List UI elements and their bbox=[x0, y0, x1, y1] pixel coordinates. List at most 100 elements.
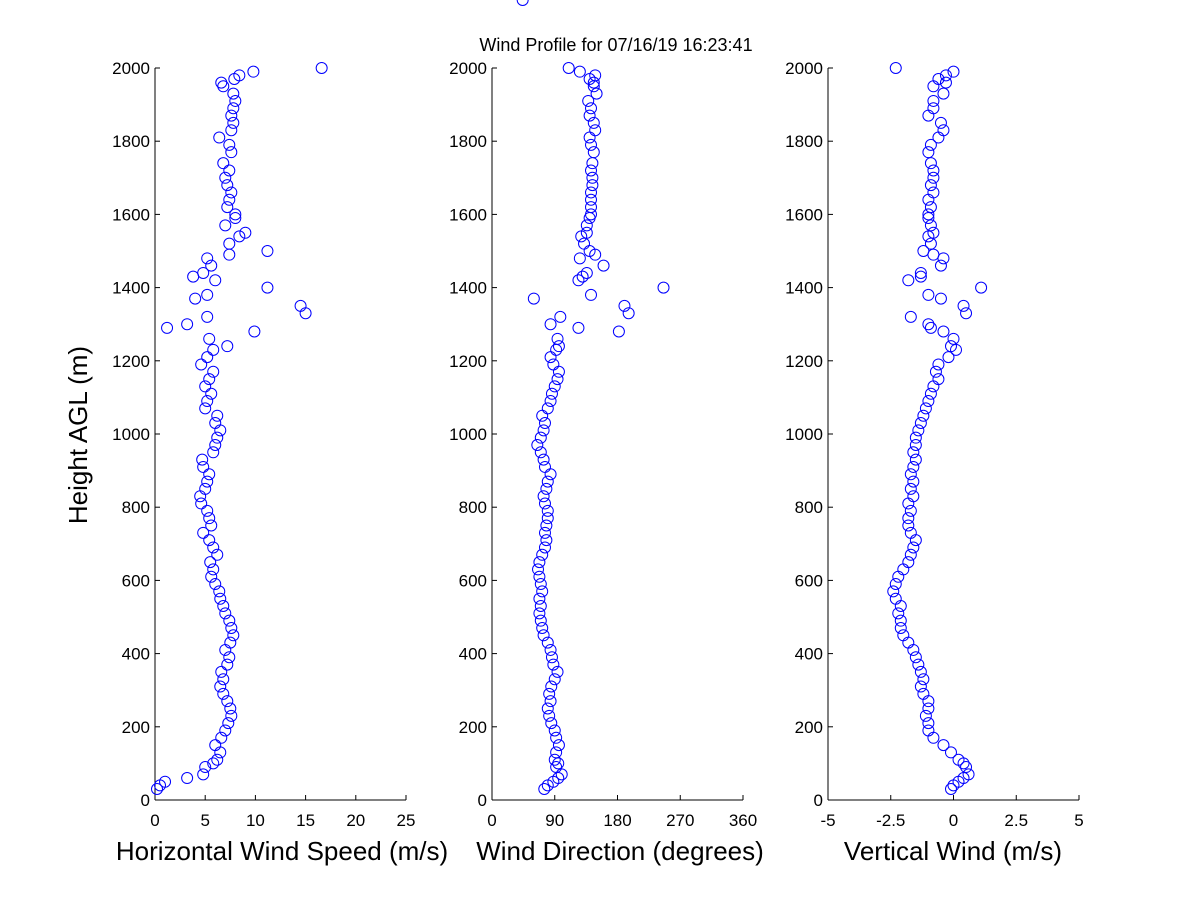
direction-data-point bbox=[538, 417, 551, 430]
speed-data-point bbox=[227, 629, 240, 642]
direction-data-point bbox=[533, 570, 546, 583]
vertical-data-point bbox=[932, 373, 945, 386]
direction-y-tick-label: 800 bbox=[459, 498, 487, 517]
vertical-data-point bbox=[914, 680, 927, 693]
speed-data-point bbox=[205, 570, 218, 583]
speed-data-point bbox=[217, 157, 230, 170]
direction-x-tick-label: 360 bbox=[729, 811, 757, 830]
direction-data-point bbox=[580, 219, 593, 232]
speed-data-point bbox=[214, 680, 227, 693]
vertical-x-tick-label: -5 bbox=[820, 811, 835, 830]
speed-data-point bbox=[203, 468, 216, 481]
speed-x-tick-label: 0 bbox=[150, 811, 159, 830]
speed-data-point bbox=[221, 201, 234, 214]
vertical-x-axis-title: Vertical Wind (m/s) bbox=[844, 836, 1062, 866]
direction-x-tick-label: 90 bbox=[545, 811, 564, 830]
speed-data-point bbox=[227, 116, 240, 129]
direction-y-tick-label: 1400 bbox=[449, 279, 487, 298]
vertical-data-point bbox=[922, 395, 935, 408]
direction-data-point bbox=[597, 259, 610, 272]
vertical-data-point bbox=[939, 76, 952, 89]
speed-data-point bbox=[209, 274, 222, 287]
vertical-data-point bbox=[960, 761, 973, 774]
vertical-data-point bbox=[927, 171, 940, 184]
direction-data-point bbox=[541, 702, 554, 715]
vertical-data-point bbox=[924, 138, 937, 151]
vertical-data-point bbox=[902, 512, 915, 525]
vertical-data-point bbox=[937, 124, 950, 137]
vertical-data-point bbox=[909, 453, 922, 466]
speed-data-point bbox=[215, 76, 228, 89]
direction-data-point bbox=[534, 578, 547, 591]
speed-data-point bbox=[197, 768, 210, 781]
direction-data-point bbox=[580, 266, 593, 279]
direction-data-point bbox=[541, 636, 554, 649]
speed-data-point bbox=[201, 475, 214, 488]
vertical-data-point bbox=[924, 157, 937, 170]
direction-x-axis-title: Wind Direction (degrees) bbox=[476, 836, 764, 866]
speed-data-point bbox=[225, 709, 238, 722]
speed-y-tick-label: 800 bbox=[122, 498, 150, 517]
direction-data-point bbox=[544, 395, 557, 408]
speed-y-tick-label: 1800 bbox=[112, 132, 150, 151]
direction-y-tick-label: 1800 bbox=[449, 132, 487, 151]
direction-data-point bbox=[585, 186, 598, 199]
vertical-data-point bbox=[924, 219, 937, 232]
speed-x-tick-label: 25 bbox=[397, 811, 416, 830]
vertical-y-tick-label: 0 bbox=[814, 791, 823, 810]
vertical-data-point bbox=[944, 340, 957, 353]
direction-data-point bbox=[585, 193, 598, 206]
y-axis-title: Height AGL (m) bbox=[63, 346, 93, 524]
direction-data-point bbox=[543, 687, 556, 700]
vertical-data-point bbox=[917, 245, 930, 257]
vertical-data-point bbox=[887, 585, 900, 598]
vertical-data-point bbox=[897, 629, 910, 642]
vertical-y-tick-label: 1200 bbox=[785, 352, 823, 371]
vertical-data-point bbox=[937, 325, 950, 338]
direction-data-point bbox=[533, 592, 546, 605]
wind-direction-panel: Wind Direction (degrees) 0 200 400 600 800 10… bbox=[449, 0, 764, 866]
speed-data-point bbox=[315, 62, 328, 74]
direction-data-point bbox=[544, 643, 557, 656]
direction-y-tick-label: 200 bbox=[459, 718, 487, 737]
speed-data-point bbox=[201, 252, 214, 265]
speed-data-point bbox=[294, 299, 307, 312]
vertical-y-tick-label: 800 bbox=[795, 498, 823, 517]
speed-data-point bbox=[207, 757, 220, 770]
direction-y-tick-label: 600 bbox=[459, 571, 487, 590]
speed-data-point bbox=[223, 193, 236, 206]
direction-data-point bbox=[544, 318, 557, 331]
direction-data-point bbox=[538, 526, 551, 539]
direction-data-point bbox=[622, 307, 635, 320]
speed-y-tick-label: 1000 bbox=[112, 425, 150, 444]
vertical-data-point bbox=[894, 614, 907, 627]
vertical-data-point bbox=[904, 504, 917, 517]
vertical-data-point bbox=[922, 717, 935, 730]
speed-data-point bbox=[207, 563, 220, 576]
speed-y-tick-label: 2000 bbox=[112, 59, 150, 78]
vertical-y-tick-label: 200 bbox=[795, 718, 823, 737]
vertical-x-tick-label: -2.5 bbox=[876, 811, 905, 830]
vertical-data-point bbox=[937, 87, 950, 100]
direction-data-point bbox=[578, 237, 591, 250]
speed-data-point bbox=[189, 292, 202, 305]
figure-title: Wind Profile for 07/16/19 16:23:41 bbox=[479, 35, 752, 55]
vertical-data-point bbox=[914, 417, 927, 430]
speed-data-point bbox=[201, 351, 214, 364]
vertical-data-point bbox=[927, 226, 940, 239]
vertical-data-point bbox=[912, 658, 925, 671]
vertical-data-point bbox=[929, 365, 942, 378]
speed-y-tick-label: 600 bbox=[122, 571, 150, 590]
horizontal-wind-speed-panel: Horizontal Wind Speed (m/s) Height AGL (… bbox=[63, 59, 448, 866]
direction-data-point bbox=[562, 62, 575, 74]
direction-y-tick-label: 1000 bbox=[449, 425, 487, 444]
speed-data-point bbox=[233, 69, 246, 82]
vertical-data-point bbox=[917, 409, 930, 422]
vertical-data-point bbox=[907, 475, 920, 488]
speed-data-point bbox=[223, 237, 236, 250]
speed-y-tick-label: 0 bbox=[141, 791, 150, 810]
direction-data-point bbox=[589, 124, 602, 137]
vertical-data-point bbox=[889, 62, 902, 74]
direction-data-point bbox=[612, 325, 625, 338]
